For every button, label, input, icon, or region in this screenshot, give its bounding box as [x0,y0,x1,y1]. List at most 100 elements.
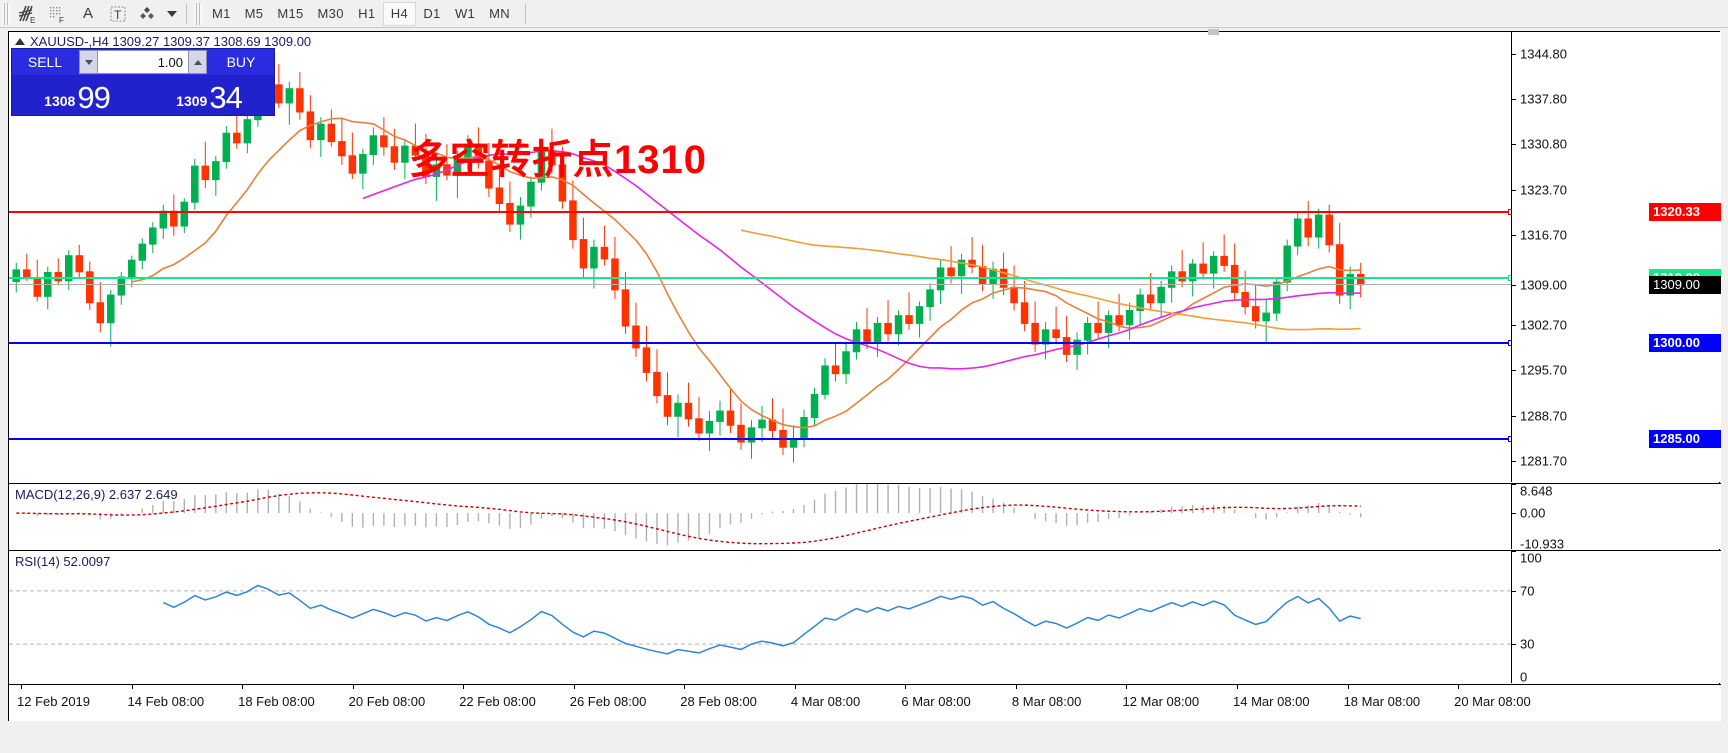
timeframe-button-m1[interactable]: M1 [212,6,231,21]
candle [338,141,346,157]
chart-scroll-nub[interactable] [1208,29,1219,35]
volume-increment-button[interactable] [188,50,207,74]
price-tick-mark [1512,325,1516,327]
candle [495,187,504,204]
price-tick-label: 1323.70 [1520,182,1567,198]
time-tick-mark [905,685,907,689]
macd-plot-canvas[interactable]: MACD(12,26,9) 2.637 2.649 [9,484,1511,549]
volume-decrement-button[interactable] [79,50,98,74]
timeframe-button-d1[interactable]: D1 [423,6,441,21]
timeframe-button-m5[interactable]: M5 [244,6,264,21]
rsi-plot-canvas[interactable]: RSI(14) 52.0097 [9,551,1511,683]
candle [1304,218,1312,238]
rsi-pane[interactable]: RSI(14) 52.0097 100 70 30 0 [9,550,1721,685]
candle [159,210,168,229]
candle [212,161,220,181]
price-tick-mark [1512,53,1516,55]
crosshair-grid-icon[interactable]: F [43,2,73,26]
level-line-anchor[interactable] [1508,436,1511,443]
buy-price[interactable]: 1309 34 [144,75,274,115]
candle [1125,310,1134,326]
text-object-icon[interactable]: A [82,5,93,22]
candle [285,88,294,104]
candle [1062,337,1071,355]
timeframe-button-mn[interactable]: MN [489,6,510,21]
indicators-icon[interactable]: E [13,2,43,26]
candle [1073,339,1081,355]
timeframe-button-h1[interactable]: H1 [358,6,376,21]
rsi-tick-mark [1512,644,1516,646]
timeframe-button-h4[interactable]: H4 [382,1,416,26]
time-axis-label: 12 Mar 08:00 [1122,694,1200,709]
time-tick-mark [573,685,575,689]
time-axis-label: 14 Feb 08:00 [127,694,205,709]
candle [1157,286,1165,304]
level-line-anchor[interactable] [1508,208,1511,215]
candle [474,143,483,162]
macd-tick-mark [1512,513,1516,515]
price-tick-mark [1512,144,1516,146]
rsi-label: RSI(14) 52.0097 [15,553,111,569]
price-tag-1310-00[interactable]: 1310.00 [1649,269,1721,288]
price-plot-canvas[interactable]: 多空转折点1310 [9,32,1511,482]
candle [600,246,609,260]
rsi-tick-mark [1512,551,1516,552]
price-level-line-1285-00[interactable] [9,436,1511,443]
macd-pane[interactable]: MACD(12,26,9) 2.637 2.649 8.648 0.00 -10.9… [9,483,1721,552]
candle [107,294,115,324]
candle [894,315,903,335]
dropdown-arrow-icon[interactable] [163,2,181,26]
price-tick-mark [1512,284,1516,286]
timeframe-button-m15[interactable]: M15 [277,6,304,21]
toolbar-grip-2[interactable] [194,2,203,25]
price-tag-1309-00[interactable]: 1309.00 [1649,275,1721,294]
candle [674,402,682,417]
candle [569,200,577,241]
sell-button[interactable]: SELL [12,49,78,75]
price-tag-1300-00[interactable]: 1300.00 [1649,333,1721,352]
text-label-icon[interactable]: T [103,2,133,26]
price-tag-1285-00[interactable]: 1285.00 [1649,430,1721,449]
time-axis-label: 20 Feb 08:00 [348,694,426,709]
volume-stepper[interactable]: 1.00 [78,49,208,75]
rsi-axis[interactable]: 100 70 30 0 [1511,551,1721,685]
candle [558,164,567,202]
svg-text:T: T [114,8,122,22]
symbol-ohlc-label: XAUUSD-,H4 1309.27 1309.37 1308.69 1309.… [30,33,312,49]
level-line-anchor[interactable] [1508,275,1511,282]
sell-price[interactable]: 1308 99 [12,75,142,115]
svg-text:E: E [30,16,35,24]
buy-button[interactable]: BUY [208,49,274,75]
candle [621,289,630,327]
one-click-trading-panel[interactable]: SELL 1.00 BUY 1308 99 1309 34 [11,48,275,116]
price-tick-mark [1512,415,1516,417]
price-tag-1320-33[interactable]: 1320.33 [1649,202,1721,221]
candle [1031,322,1039,345]
moving-average-line [131,117,1361,429]
macd-axis[interactable]: 8.648 0.00 -10.933 [1511,484,1721,552]
collapse-triangle-icon[interactable] [15,37,25,45]
timeframe-button-w1[interactable]: W1 [454,6,476,21]
candle [1115,315,1123,326]
price-tick-mark [1512,99,1516,101]
price-level-line-1320-33[interactable] [9,208,1511,215]
toolbar-grip-1[interactable] [2,2,11,25]
candle [1346,273,1354,296]
candle [233,132,241,144]
time-axis[interactable]: 12 Feb 2019 14 Feb 08:00 18 Feb 08:00 20 Fe… [9,684,1721,721]
price-axis[interactable]: 1344.80 1337.80 1330.80 1323.70 1316.70 1309.… [1511,32,1721,482]
chevron-down-icon [84,59,93,65]
candle [1052,329,1060,339]
svg-text:F: F [59,16,64,24]
timeframe-button-m30[interactable]: M30 [317,6,344,21]
price-level-line-1310-00[interactable] [9,275,1511,282]
candle [33,277,42,297]
price-tick-label: 1316.70 [1520,227,1567,243]
chevron-up-icon [193,59,202,65]
shapes-icon[interactable] [133,2,163,26]
level-line-anchor[interactable] [1508,339,1511,346]
volume-input[interactable]: 1.00 [98,50,188,74]
price-level-line-1300-00[interactable] [9,339,1511,346]
candle [695,418,703,434]
candle [65,255,73,282]
